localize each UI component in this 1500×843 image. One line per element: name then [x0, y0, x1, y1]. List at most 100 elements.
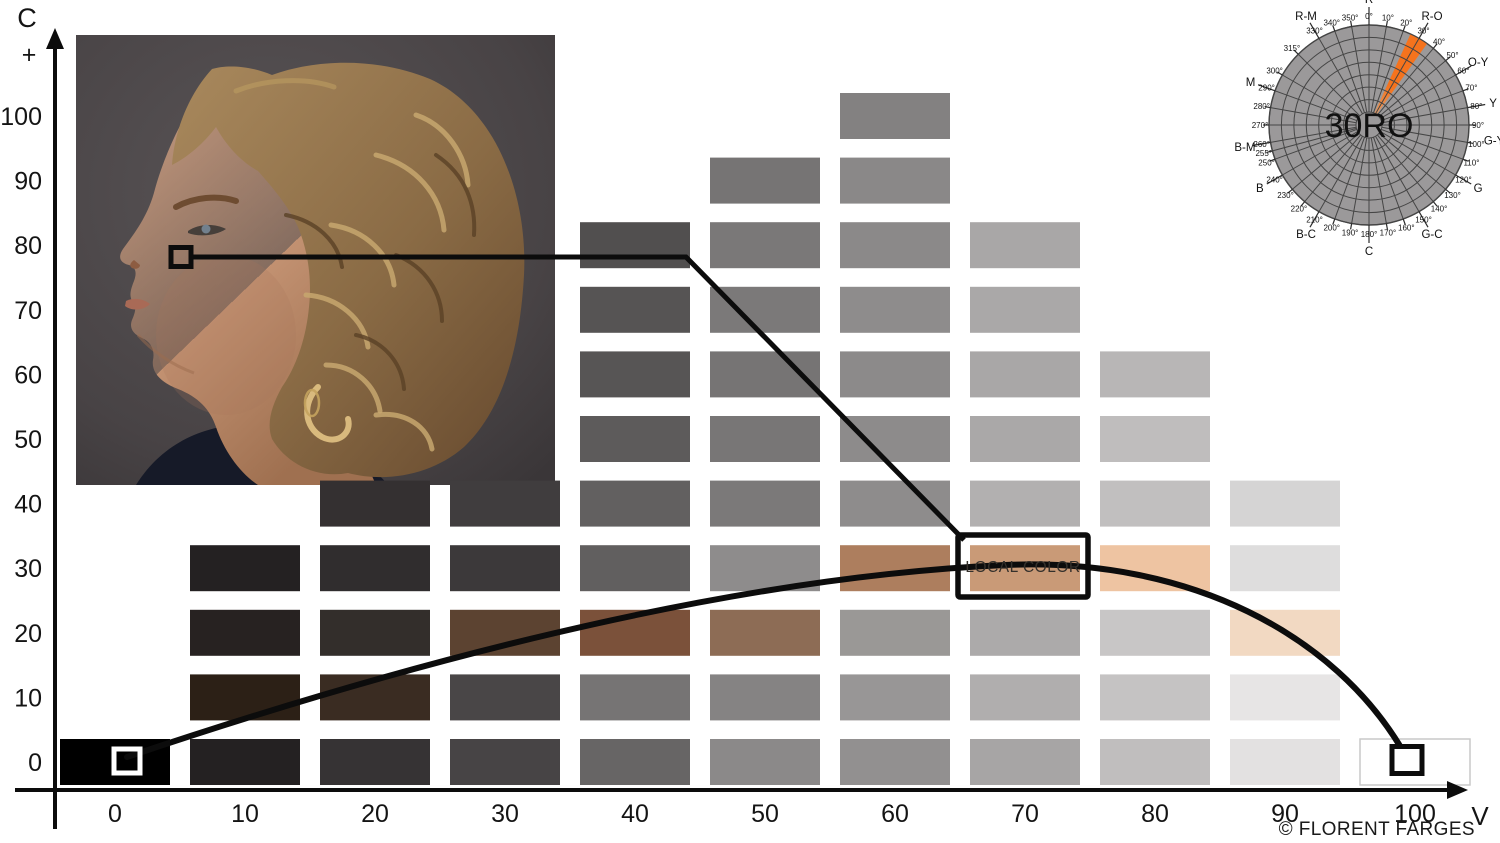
degree-label-110: 110° — [1463, 158, 1479, 167]
hue-label-G: G — [1474, 183, 1483, 195]
hue-label-R-M: R-M — [1295, 11, 1317, 23]
cheek-shading — [156, 255, 296, 415]
degree-label-350: 350° — [1342, 14, 1359, 23]
x-tick-10: 10 — [231, 800, 259, 828]
swatch-v70-c80 — [970, 222, 1080, 269]
degree-label-270: 270° — [1252, 121, 1269, 130]
swatch-v90-c10 — [1230, 674, 1340, 721]
eyebrow — [173, 194, 239, 210]
degree-label-180: 180° — [1361, 230, 1378, 239]
swatch-v70-c40 — [970, 480, 1080, 527]
degree-label-230: 230° — [1277, 191, 1294, 200]
x-tick-50: 50 — [751, 800, 779, 828]
y-tick-70: 70 — [14, 297, 42, 325]
degree-label-0: 0° — [1365, 12, 1373, 21]
swatch-v60-c0 — [840, 739, 950, 785]
degree-label-290: 290° — [1258, 84, 1275, 93]
swatch-v60-c100 — [840, 93, 950, 139]
swatch-v50-c0 — [710, 739, 820, 785]
nostril — [130, 260, 140, 269]
iris — [201, 224, 211, 234]
swatch-v60-c80 — [840, 222, 950, 269]
swatch-v70-c60 — [970, 351, 1080, 398]
swatch-v60-c60 — [840, 351, 950, 398]
hue-label-B-M: B-M — [1234, 142, 1255, 154]
swatch-v80-c50 — [1100, 416, 1210, 462]
portrait-illustration — [76, 35, 555, 485]
y-tick-40: 40 — [14, 491, 42, 519]
degree-label-150: 150° — [1415, 215, 1432, 224]
degree-label-220: 220° — [1291, 204, 1308, 213]
hue-wheel: 0° 10° 20° 30° 40°50° 60° 70° 80° 90° 100° 110° 120… — [1234, 0, 1500, 258]
degree-label-120: 120° — [1455, 176, 1472, 185]
swatch-v80-c10 — [1100, 674, 1210, 721]
hair-curl-strokes — [233, 78, 477, 452]
y-axis-arrow — [46, 28, 64, 49]
hue-label-C: C — [1365, 246, 1373, 258]
degree-label-160: 160° — [1398, 223, 1415, 232]
highlighted-hue-wedge — [1374, 34, 1428, 115]
degree-label-130: 130° — [1444, 191, 1461, 200]
swatch-v50-c70 — [710, 286, 820, 333]
y-axis-title: C — [17, 3, 37, 33]
axes: C + V — [15, 3, 1489, 831]
swatch-v10-c0 — [190, 739, 300, 785]
swatch-v40-c10 — [580, 674, 690, 721]
x-tick-20: 20 — [361, 800, 389, 828]
swatch-v10-c20 — [190, 609, 300, 656]
swatch-v20-c30 — [320, 545, 430, 592]
swatch-v70-c20 — [970, 609, 1080, 656]
swatch-v40-c30 — [580, 545, 690, 592]
swatch-v80-c20 — [1100, 609, 1210, 656]
y-tick-10: 10 — [14, 684, 42, 712]
x-tick-80: 80 — [1141, 800, 1169, 828]
hue-label-B-C: B-C — [1296, 229, 1316, 241]
y-tick-0: 0 — [28, 749, 42, 777]
degree-label-10: 10° — [1382, 14, 1394, 23]
degree-label-280: 280° — [1253, 102, 1270, 111]
hue-label-M: M — [1246, 77, 1256, 89]
swatch-v70-c70 — [970, 286, 1080, 333]
swatch-grid — [60, 93, 1471, 786]
white-point-marker — [1389, 744, 1425, 776]
swatch-v40-c70 — [580, 286, 690, 333]
hue-label-Y: Y — [1489, 98, 1497, 110]
x-axis-arrow — [1447, 781, 1468, 799]
degree-label-330: 330° — [1306, 27, 1323, 36]
swatch-v90-c0 — [1230, 739, 1340, 785]
degree-label-300: 300° — [1266, 67, 1283, 76]
x-tick-30: 30 — [491, 800, 519, 828]
hue-label-R-O: R-O — [1421, 11, 1442, 23]
x-tick-90: 90 — [1271, 800, 1299, 828]
swatch-v20-c40 — [320, 480, 430, 527]
swatch-v90-c40 — [1230, 480, 1340, 527]
swatch-v70-c0 — [970, 739, 1080, 785]
local-color-pointer-line — [191, 254, 966, 542]
y-axis-plus: + — [22, 41, 37, 69]
x-tick-60: 60 — [881, 800, 909, 828]
degree-label-70: 70° — [1465, 84, 1477, 93]
face-sample-marker — [168, 245, 194, 269]
y-tick-80: 80 — [14, 232, 42, 260]
x-tick-100: 100 — [1394, 800, 1436, 828]
swatch-v30-c10 — [450, 674, 560, 721]
swatch-v50-c90 — [710, 157, 820, 204]
swatch-v60-c40 — [840, 480, 950, 527]
degree-label-255: 255° — [1255, 149, 1272, 158]
wheel-center-label: 30RO — [1325, 107, 1414, 145]
degree-label-315: 315° — [1284, 44, 1301, 53]
swatch-v30-c0 — [450, 739, 560, 785]
swatch-v50-c50 — [710, 416, 820, 462]
hue-label-G-C: G-C — [1421, 229, 1442, 241]
x-axis-title: V — [1471, 801, 1489, 831]
swatch-v50-c80 — [710, 222, 820, 269]
degree-label-190: 190° — [1342, 228, 1359, 237]
wheel-spokes — [1252, 7, 1486, 243]
swatch-v30-c30 — [450, 545, 560, 592]
wheel-degree-labels: 0° 10° 20° 30° 40°50° 60° 70° 80° 90° 100° 110° 120… — [1252, 12, 1485, 239]
swatch-v60-c10 — [840, 674, 950, 721]
degree-label-80: 80° — [1470, 102, 1482, 111]
value-curve — [124, 561, 1406, 760]
